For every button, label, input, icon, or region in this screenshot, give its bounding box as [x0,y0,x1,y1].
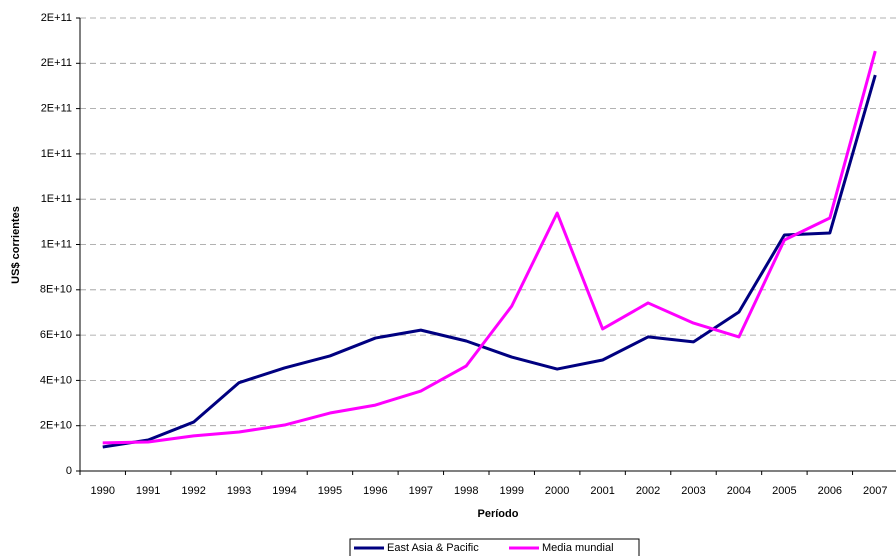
x-axis-label: Período [478,508,519,520]
series-line [102,50,877,445]
y-tick-label: 8E+10 [40,284,72,296]
x-tick-label: 1990 [90,485,114,497]
y-tick-label: 6E+10 [40,329,72,341]
y-tick-label: 1E+11 [41,148,72,160]
x-tick-label: 2003 [681,485,705,497]
x-tick-label: 2006 [818,485,842,497]
y-tick-label: 1E+11 [41,193,72,205]
x-tick-label: 1993 [227,485,251,497]
x-tick-label: 2005 [772,485,796,497]
x-tick-label: 2002 [636,485,660,497]
y-tick-label: 2E+11 [41,12,72,24]
x-tick-label: 2004 [727,485,751,497]
x-tick-label: 1996 [363,485,387,497]
legend-label: Media mundial [542,542,614,554]
x-tick-label: 1995 [318,485,342,497]
x-tick-label: 1998 [454,485,478,497]
x-tick-label: 2000 [545,485,569,497]
y-tick-label: 2E+11 [41,103,72,115]
y-axis-label: US$ corrientes [10,206,22,284]
y-tick-label: 4E+10 [40,374,72,386]
x-tick-label: 1994 [272,485,296,497]
y-tick-label: 1E+11 [41,238,72,250]
series-line [102,74,877,449]
x-tick-label: 2001 [590,485,614,497]
x-tick-label: 1992 [181,485,205,497]
legend-box [349,538,640,556]
y-tick-label: 0 [66,465,72,477]
legend-label: East Asia & Pacific [387,542,479,554]
x-tick-label: 2007 [863,485,887,497]
x-tick-label: 1991 [136,485,160,497]
x-tick-label: 1997 [409,485,433,497]
x-tick-label: 1999 [499,485,523,497]
y-tick-label: 2E+10 [40,420,72,432]
y-tick-label: 2E+11 [41,57,72,69]
